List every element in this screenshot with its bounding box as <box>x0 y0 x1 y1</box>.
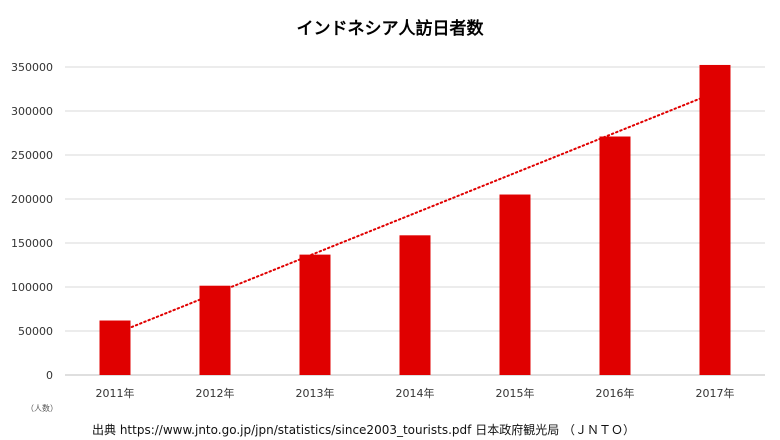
bars <box>99 64 731 376</box>
trendline <box>114 91 716 335</box>
bar <box>599 136 631 375</box>
x-tick-label: 2015年 <box>496 386 535 400</box>
bar <box>399 235 431 375</box>
bar <box>299 254 331 375</box>
y-tick-label: 0 <box>46 369 53 382</box>
y-axis-ticks: 0 50000 100000 150000 200000 250000 300000 3500… <box>11 61 53 382</box>
y-tick-label: 50000 <box>18 325 53 338</box>
y-tick-label: 250000 <box>11 149 53 162</box>
y-tick-label: 350000 <box>11 61 53 74</box>
x-tick-label: 2012年 <box>196 386 235 400</box>
bar <box>699 64 731 376</box>
x-tick-label: 2016年 <box>596 386 635 400</box>
x-tick-label: 2013年 <box>296 386 335 400</box>
trendline-layer <box>114 91 716 335</box>
bar <box>99 320 131 375</box>
y-tick-label: 150000 <box>11 237 53 250</box>
x-tick-label: 2011年 <box>96 386 135 400</box>
source-note: 出典 https://www.jnto.go.jp/jpn/statistics… <box>92 423 636 437</box>
y-axis-unit-label: （人数） <box>26 404 58 413</box>
x-axis-ticks: 2011年 2012年 2013年 2014年 2015年 2016年 2017年 <box>96 386 735 400</box>
x-tick-label: 2014年 <box>396 386 435 400</box>
chart-title: インドネシア人訪日者数 <box>296 19 484 39</box>
bar <box>199 285 231 375</box>
y-tick-label: 300000 <box>11 105 53 118</box>
x-tick-label: 2017年 <box>696 386 735 400</box>
y-tick-label: 200000 <box>11 193 53 206</box>
y-tick-label: 100000 <box>11 281 53 294</box>
bar <box>499 194 531 375</box>
